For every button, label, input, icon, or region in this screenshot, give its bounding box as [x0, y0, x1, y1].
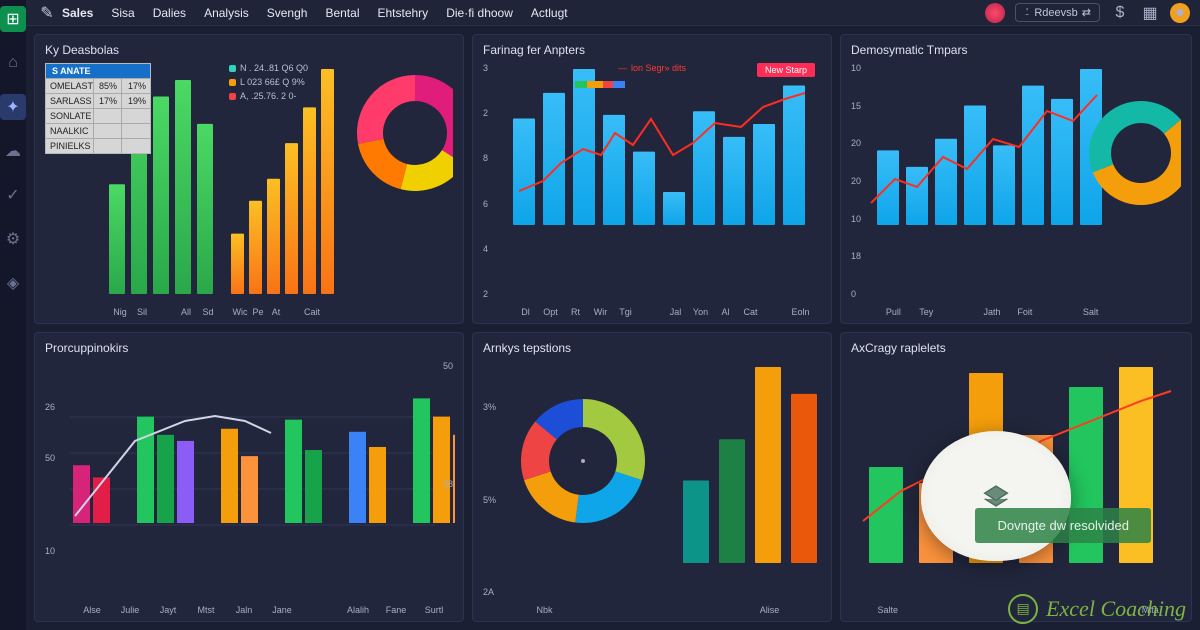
- panel-title: Demosymatic Tmpars: [851, 43, 1181, 57]
- panel-demosymatic: Demosymatic Tmpars 1015202010180PullTeyJ…: [840, 34, 1192, 324]
- ky-table: S ANATEOMELAST85%17%SARLASS17%19%SONLATE…: [45, 63, 151, 154]
- nav-sales[interactable]: Sales: [62, 6, 93, 20]
- new-badge[interactable]: New Starp: [757, 63, 815, 77]
- panel-title: Prorcuppinokirs: [45, 341, 453, 355]
- panel-axcragy: AxCragy raplelets SalteMlta Dovngte dw r…: [840, 332, 1192, 622]
- nav-sisa[interactable]: Sisa: [111, 6, 134, 20]
- home-icon[interactable]: ⌂: [0, 50, 26, 76]
- cloud-icon[interactable]: ☁: [0, 138, 26, 164]
- p1-legend: N . 24..81 Q6 Q0L 023 66£ Q 9%A, .25.76.…: [229, 63, 308, 101]
- nav-ehtstehry[interactable]: Ehtstehry: [377, 6, 428, 20]
- p5-chart: [483, 361, 823, 581]
- sidebar: ⊞ ⌂ ✦ ☁ ✓ ⚙ ◈: [0, 0, 26, 630]
- panel-title: Arnkys tepstions: [483, 341, 821, 355]
- panel-title: Farinag fer Anpters: [483, 43, 821, 57]
- panel-title: AxCragy raplelets: [851, 341, 1181, 355]
- nav-dalies[interactable]: Dalies: [153, 6, 186, 20]
- panel-farinag: Farinag fer Anpters 328642DlOptRtWirTgiJ…: [472, 34, 832, 324]
- check-icon[interactable]: ✓: [0, 182, 26, 208]
- p2-legend: —lon Segr» dits: [618, 63, 686, 73]
- p4-chart: [45, 361, 455, 581]
- pin-icon[interactable]: ✦: [0, 94, 26, 120]
- nav-bental[interactable]: Bental: [325, 6, 359, 20]
- money-icon[interactable]: $: [1110, 3, 1130, 23]
- overlay-banner[interactable]: Dovngte dw resolvided: [975, 508, 1151, 543]
- nav-die·fi dhoow[interactable]: Die·fi dhoow: [446, 6, 513, 20]
- panel-grid: Ky Deasbolas S ANATEOMELAST85%17%SARLASS…: [26, 26, 1200, 630]
- layers-icon[interactable]: ◈: [0, 270, 26, 296]
- panel-prorcup: Prorcuppinokirs 2650105038AlseJulieJaytM…: [34, 332, 464, 622]
- globe-icon[interactable]: [985, 3, 1005, 23]
- nav-tabs: Sales Sisa Dalies Analysis Svengh Bental Ehtst…: [62, 6, 568, 20]
- grid-icon[interactable]: ▦: [1140, 3, 1160, 23]
- p2-chart: [483, 63, 823, 243]
- nav-actlugt[interactable]: Actlugt: [531, 6, 568, 20]
- panel-ky-dashboards: Ky Deasbolas S ANATEOMELAST85%17%SARLASS…: [34, 34, 464, 324]
- bell-icon[interactable]: ●: [1170, 3, 1190, 23]
- nav-svengh[interactable]: Svengh: [267, 6, 308, 20]
- topbar-right: ⍘Rdeevsb⇄ $ ▦ ●: [985, 3, 1190, 23]
- gear-icon[interactable]: ⚙: [0, 226, 26, 252]
- p3-chart: [851, 63, 1181, 243]
- brand-icon[interactable]: ⊞: [0, 6, 26, 32]
- panel-arnkys: Arnkys tepstions 3%5%2ANbkAlise: [472, 332, 832, 622]
- panel-title: Ky Deasbolas: [45, 43, 453, 57]
- comment-icon[interactable]: ✎: [36, 2, 58, 24]
- topbar: ✎ Sales Sisa Dalies Analysis Svengh Bental Eht…: [26, 0, 1200, 26]
- main: ✎ Sales Sisa Dalies Analysis Svengh Bental Eht…: [26, 0, 1200, 630]
- nav-analysis[interactable]: Analysis: [204, 6, 249, 20]
- user-chip[interactable]: ⍘Rdeevsb⇄: [1015, 3, 1100, 22]
